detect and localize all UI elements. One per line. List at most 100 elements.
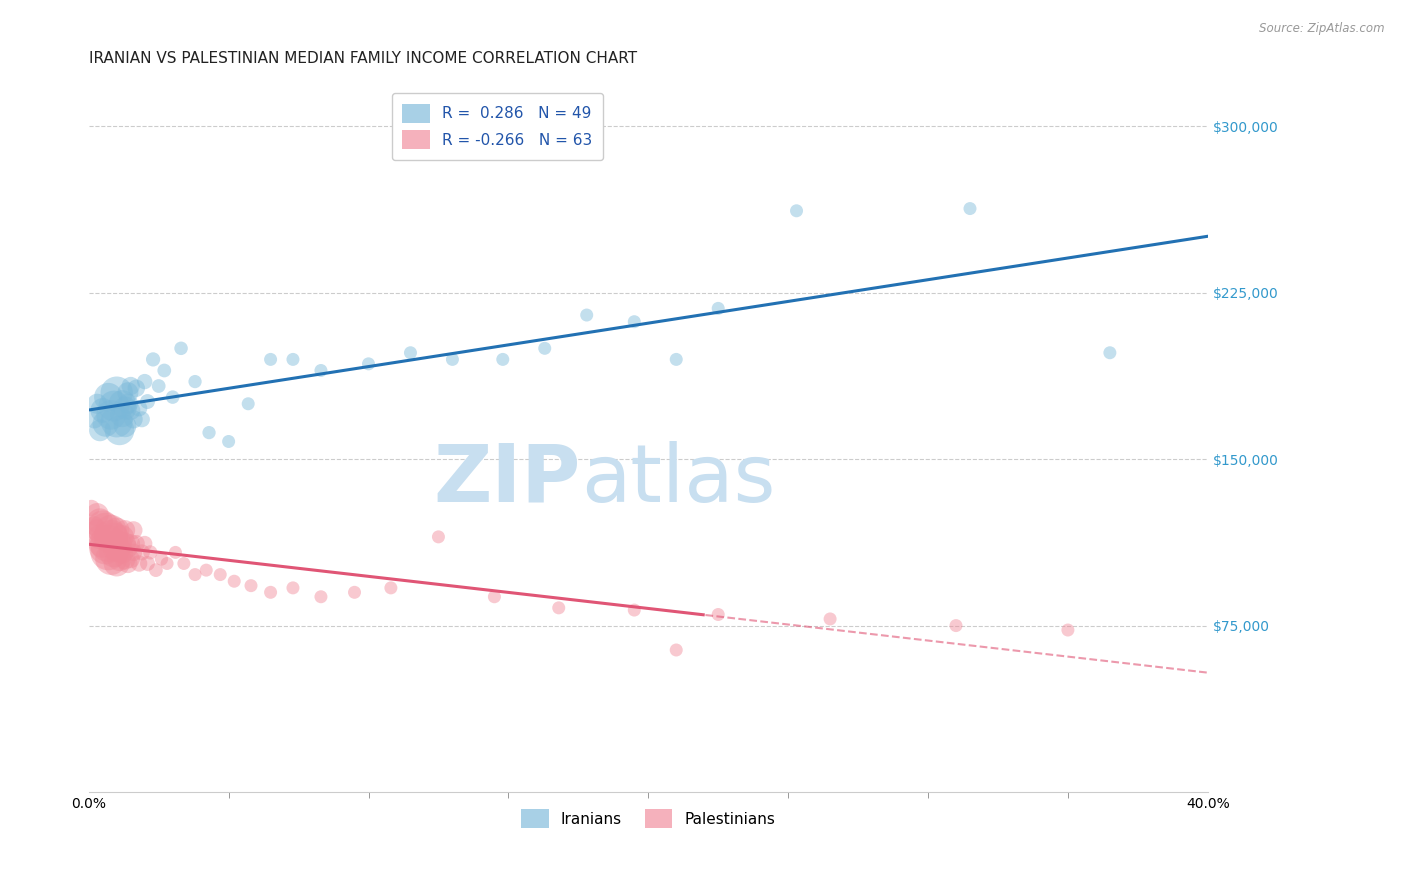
Point xyxy=(547,600,569,615)
Point xyxy=(575,308,598,322)
Point xyxy=(120,403,142,417)
Point xyxy=(91,518,114,533)
Text: IRANIAN VS PALESTINIAN MEDIAN FAMILY INCOME CORRELATION CHART: IRANIAN VS PALESTINIAN MEDIAN FAMILY INC… xyxy=(89,51,637,66)
Point xyxy=(105,415,128,429)
Point xyxy=(103,545,125,559)
Point xyxy=(198,425,221,440)
Point xyxy=(309,363,332,377)
Point xyxy=(170,341,193,355)
Text: atlas: atlas xyxy=(581,441,776,518)
Point xyxy=(131,545,153,559)
Point xyxy=(120,536,142,550)
Point xyxy=(111,530,134,544)
Point xyxy=(120,552,142,566)
Point xyxy=(91,403,114,417)
Point xyxy=(399,345,422,359)
Point xyxy=(122,412,145,426)
Point xyxy=(134,536,156,550)
Point xyxy=(128,557,150,571)
Point xyxy=(238,397,260,411)
Point xyxy=(91,536,114,550)
Point xyxy=(125,381,148,395)
Point xyxy=(89,530,111,544)
Point xyxy=(150,552,173,566)
Point xyxy=(136,557,159,571)
Point xyxy=(86,397,108,411)
Point xyxy=(128,401,150,416)
Point xyxy=(100,530,122,544)
Point xyxy=(184,375,207,389)
Point xyxy=(665,643,688,657)
Point xyxy=(117,385,139,400)
Point xyxy=(224,574,246,589)
Point xyxy=(533,341,555,355)
Point xyxy=(665,352,688,367)
Point xyxy=(108,423,131,437)
Point xyxy=(100,408,122,422)
Point xyxy=(97,545,120,559)
Point xyxy=(120,379,142,393)
Point xyxy=(492,352,515,367)
Point xyxy=(148,379,170,393)
Point xyxy=(786,203,808,218)
Point xyxy=(380,581,402,595)
Point xyxy=(117,557,139,571)
Point xyxy=(114,552,136,566)
Text: Source: ZipAtlas.com: Source: ZipAtlas.com xyxy=(1260,22,1385,36)
Point xyxy=(259,352,281,367)
Point xyxy=(309,590,332,604)
Point xyxy=(83,412,105,426)
Point xyxy=(103,399,125,413)
Point xyxy=(111,545,134,559)
Point xyxy=(1057,623,1080,637)
Point xyxy=(240,579,263,593)
Point xyxy=(195,563,218,577)
Legend: Iranians, Palestinians: Iranians, Palestinians xyxy=(515,803,782,834)
Point xyxy=(623,603,645,617)
Point xyxy=(108,552,131,566)
Point xyxy=(97,536,120,550)
Point xyxy=(142,352,165,367)
Point xyxy=(114,536,136,550)
Point xyxy=(484,590,506,604)
Point xyxy=(80,501,103,516)
Point xyxy=(105,541,128,555)
Point xyxy=(122,523,145,537)
Point xyxy=(86,523,108,537)
Point xyxy=(281,352,304,367)
Point xyxy=(89,423,111,437)
Point xyxy=(134,375,156,389)
Point xyxy=(117,541,139,555)
Point xyxy=(184,567,207,582)
Point xyxy=(100,523,122,537)
Point xyxy=(173,557,195,571)
Point xyxy=(707,607,730,622)
Point xyxy=(162,390,184,404)
Point xyxy=(343,585,366,599)
Point xyxy=(357,357,380,371)
Point xyxy=(153,363,176,377)
Point xyxy=(218,434,240,449)
Point xyxy=(111,408,134,422)
Point xyxy=(97,390,120,404)
Point xyxy=(165,545,187,559)
Point xyxy=(103,530,125,544)
Point xyxy=(259,585,281,599)
Point xyxy=(145,563,167,577)
Point xyxy=(105,385,128,400)
Point xyxy=(94,523,117,537)
Point xyxy=(117,397,139,411)
Point xyxy=(623,315,645,329)
Point xyxy=(441,352,464,367)
Point xyxy=(707,301,730,316)
Point xyxy=(818,612,841,626)
Point xyxy=(114,419,136,434)
Point xyxy=(959,202,981,216)
Point xyxy=(122,545,145,559)
Point xyxy=(105,557,128,571)
Point xyxy=(139,545,162,559)
Point xyxy=(136,394,159,409)
Point xyxy=(100,552,122,566)
Point xyxy=(89,514,111,528)
Point xyxy=(86,508,108,522)
